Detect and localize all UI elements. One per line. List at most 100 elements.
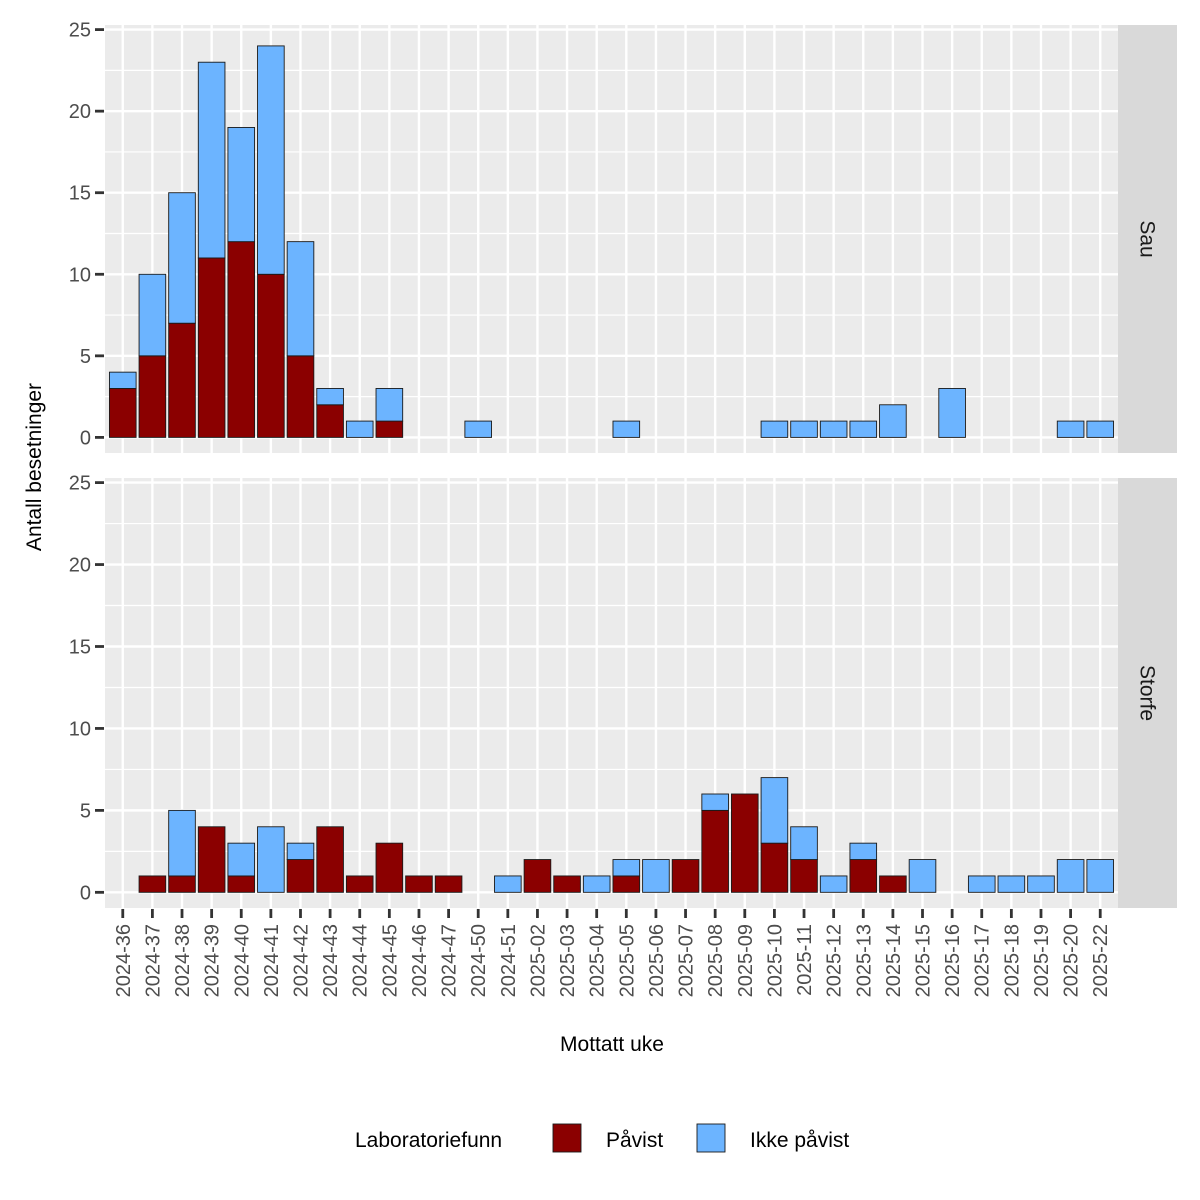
bar-pavist — [760, 842, 789, 893]
x-tick-label: 2024-39 — [202, 924, 224, 997]
bar-pavist — [375, 420, 404, 438]
x-tick-label: 2025-03 — [557, 924, 579, 997]
bar-ikke-pavist — [286, 842, 315, 861]
x-tick-label: 2024-36 — [113, 924, 135, 997]
panel-storfe: 0 5 10 15 20 25 Storfe — [69, 473, 1177, 908]
x-tick-label: 2025-22 — [1090, 924, 1112, 997]
bar-ikke-pavist — [108, 371, 137, 389]
x-tick-label: 2025-15 — [913, 924, 935, 997]
bar-ikke-pavist — [879, 404, 907, 438]
bar-ikke-pavist — [168, 192, 196, 324]
bar-pavist — [227, 875, 256, 893]
bar-ikke-pavist — [138, 273, 167, 357]
bar-ikke-pavist — [908, 859, 937, 893]
bar-pavist — [286, 355, 315, 438]
legend: Laboratoriefunn Påvist Ikke påvist — [355, 1123, 849, 1153]
bar-pavist — [375, 842, 404, 893]
bar-ikke-pavist — [1056, 420, 1085, 438]
bar-pavist — [701, 809, 729, 893]
x-tick-label: 2025-18 — [1001, 924, 1023, 997]
panel-background — [105, 25, 1118, 453]
y-tick-label: 5 — [80, 346, 91, 368]
bar-pavist — [286, 859, 315, 893]
x-tick-label: 2024-51 — [498, 924, 520, 997]
bar-ikke-pavist — [612, 420, 641, 438]
bar-ikke-pavist — [642, 859, 670, 893]
bar-ikke-pavist — [819, 420, 848, 438]
bar-pavist — [138, 355, 167, 438]
y-tick-label: 25 — [69, 473, 91, 495]
bar-ikke-pavist — [582, 875, 611, 893]
legend-title: Laboratoriefunn — [355, 1129, 502, 1152]
bar-ikke-pavist — [849, 842, 878, 861]
y-tick-label: 10 — [69, 264, 91, 286]
bar-ikke-pavist — [997, 875, 1026, 893]
x-tick-label: 2025-16 — [942, 924, 964, 997]
legend-entry-label: Ikke påvist — [750, 1129, 849, 1152]
x-tick-label: 2024-37 — [142, 924, 164, 997]
x-axis: 2024-36 2024-37 2024-38 2024-39 2024-40 2024-… — [113, 909, 1112, 997]
bar-ikke-pavist — [1086, 420, 1115, 438]
legend-key — [696, 1123, 726, 1153]
y-tick-label: 25 — [69, 20, 91, 42]
bar-ikke-pavist — [819, 875, 848, 893]
bar-pavist — [168, 322, 196, 438]
bar-ikke-pavist — [849, 420, 878, 438]
x-tick-label: 2025-11 — [794, 924, 816, 996]
bar-ikke-pavist — [790, 826, 818, 861]
bar-ikke-pavist — [1027, 875, 1055, 893]
bar-pavist — [316, 404, 344, 438]
y-tick-label: 0 — [80, 882, 91, 904]
bar-ikke-pavist — [790, 420, 818, 438]
panel-sau: 0 5 10 15 20 25 Sau — [69, 20, 1177, 453]
y-axis-title: Antall besetninger — [23, 383, 46, 551]
legend-key — [552, 1123, 582, 1153]
bar-ikke-pavist — [197, 61, 226, 259]
y-tick-label: 10 — [69, 718, 91, 740]
bar-pavist — [257, 273, 285, 438]
bar-ikke-pavist — [286, 241, 315, 357]
y-tick-label: 20 — [69, 555, 91, 577]
bar-pavist — [849, 859, 878, 893]
x-tick-label: 2025-13 — [853, 924, 875, 997]
bar-ikke-pavist — [464, 420, 492, 438]
bar-ikke-pavist — [168, 809, 196, 877]
bar-ikke-pavist — [375, 388, 404, 422]
bar-ikke-pavist — [760, 420, 789, 438]
x-tick-label: 2025-08 — [705, 924, 727, 997]
bar-pavist — [790, 859, 818, 893]
bar-ikke-pavist — [760, 777, 789, 844]
bar-pavist — [138, 875, 167, 893]
facet-strip-label: Sau — [1136, 220, 1159, 257]
bar-pavist — [405, 875, 433, 893]
bar-ikke-pavist — [227, 842, 256, 877]
bar-pavist — [168, 875, 196, 893]
y-tick-label: 5 — [80, 800, 91, 822]
x-tick-label: 2025-02 — [527, 924, 549, 997]
bar-pavist — [227, 241, 256, 438]
x-tick-label: 2024-47 — [439, 924, 461, 997]
x-tick-label: 2025-10 — [764, 924, 786, 997]
y-tick-label: 15 — [69, 183, 91, 205]
panel-background — [105, 478, 1118, 908]
bar-pavist — [197, 826, 226, 893]
bar-pavist — [197, 257, 226, 438]
bar-ikke-pavist — [257, 826, 285, 893]
x-tick-label: 2024-46 — [409, 924, 431, 997]
bar-pavist — [108, 388, 137, 438]
x-tick-label: 2024-41 — [261, 924, 283, 997]
facet-strip — [1118, 478, 1177, 908]
x-tick-label: 2024-44 — [350, 924, 372, 997]
bar-ikke-pavist — [257, 45, 285, 275]
bar-pavist — [731, 793, 759, 893]
x-tick-label: 2024-40 — [231, 924, 253, 997]
bar-ikke-pavist — [494, 875, 522, 893]
x-tick-label: 2024-50 — [468, 924, 490, 997]
bar-ikke-pavist — [967, 875, 996, 893]
x-tick-label: 2025-14 — [883, 924, 905, 997]
x-tick-label: 2024-45 — [379, 924, 401, 997]
y-tick-label: 0 — [80, 427, 91, 449]
bar-ikke-pavist — [316, 388, 344, 406]
bar-pavist — [345, 875, 374, 893]
